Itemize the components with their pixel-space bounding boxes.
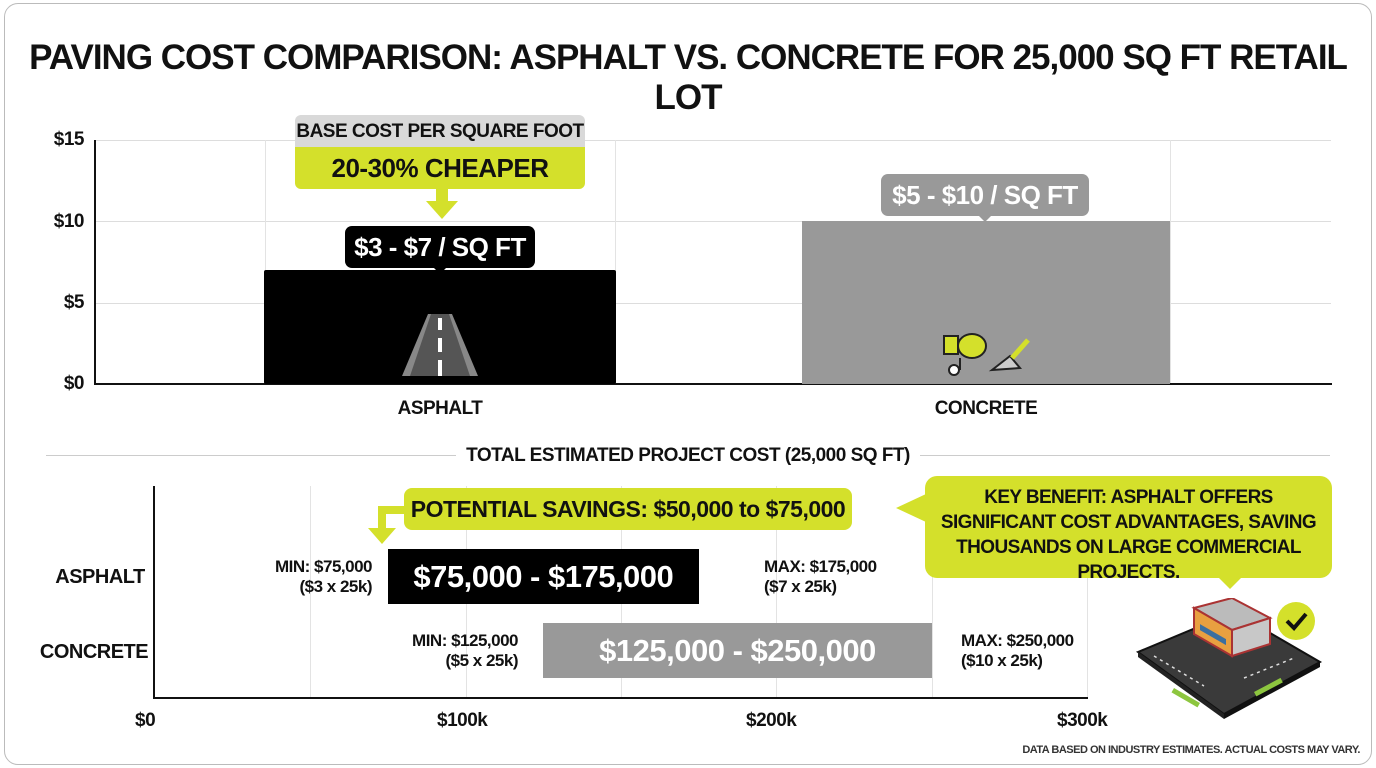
min-label-concrete: MIN: $125,000 ($5 x 25k): [412, 631, 518, 670]
max-label-asphalt: MAX: $175,000 ($7 x 25k): [764, 557, 877, 596]
gridline: [931, 486, 933, 697]
annotation-cheaper: 20-30% CHEAPER: [295, 147, 585, 189]
annotation-header: BASE COST PER SQUARE FOOT: [295, 115, 585, 147]
gridline: [95, 221, 1331, 223]
gridline: [95, 140, 1331, 141]
x-tick-label: $0: [135, 710, 156, 731]
gridline: [776, 486, 778, 697]
x-tick-label: $200k: [746, 710, 797, 731]
arrow-down-icon: [426, 189, 458, 219]
range-bar-concrete: $125,000 - $250,000: [543, 623, 932, 678]
footnote: DATA BASED ON INDUSTRY ESTIMATES. ACTUAL…: [1022, 744, 1360, 756]
category-label-asphalt: ASPHALT: [397, 398, 483, 419]
category-label-concrete: CONCRETE: [934, 398, 1038, 419]
category-label-asphalt: ASPHALT: [55, 566, 145, 588]
category-label-concrete: CONCRETE: [39, 641, 149, 663]
gridline: [265, 140, 266, 384]
y-tick-label: $0: [63, 373, 85, 394]
chart-title: PAVING COST COMPARISON: ASPHALT VS. CONC…: [29, 38, 1348, 117]
label-pointer: [978, 215, 992, 229]
divider: [46, 455, 456, 456]
gridline: [1087, 486, 1088, 697]
bar-concrete: [802, 221, 1170, 384]
road-icon: [402, 313, 478, 376]
arrow-down-left-icon: [368, 506, 406, 544]
gridline: [1170, 140, 1171, 384]
section-title: TOTAL ESTIMATED PROJECT COST (25,000 SQ …: [466, 445, 910, 466]
y-tick-label: $10: [53, 211, 85, 232]
y-tick-label: $15: [53, 129, 85, 150]
savings-callout: POTENTIAL SAVINGS: $50,000 to $75,000: [404, 488, 852, 530]
gridline: [95, 302, 1331, 304]
bar-asphalt: [264, 270, 616, 384]
x-tick-label: $300k: [1057, 710, 1108, 731]
max-label-concrete: MAX: $250,000 ($10 x 25k): [961, 631, 1074, 670]
label-pointer: [433, 267, 447, 281]
divider: [920, 455, 1330, 456]
data-label-concrete: $5 - $10 / SQ FT: [881, 174, 1089, 216]
x-tick-label: $100k: [437, 710, 488, 731]
x-axis: [153, 697, 1088, 699]
retail-lot-icon: [1135, 598, 1323, 719]
callout-pointer: [1218, 577, 1242, 601]
y-axis: [153, 486, 155, 698]
range-bar-asphalt: $75,000 - $175,000: [388, 549, 699, 604]
infographic-frame: [4, 3, 1372, 765]
gridline: [615, 140, 616, 384]
x-axis: [94, 383, 1332, 385]
gridline: [310, 486, 312, 697]
y-tick-label: $5: [63, 292, 85, 313]
callout-pointer: [896, 494, 926, 522]
key-benefit-callout: KEY BENEFIT: ASPHALT OFFERS SIGNIFICANT …: [925, 476, 1332, 583]
data-label-asphalt: $3 - $7 / SQ FT: [345, 226, 535, 268]
y-axis: [94, 140, 96, 385]
cement-mixer-icon: [943, 332, 1030, 376]
min-label-asphalt: MIN: $75,000 ($3 x 25k): [275, 557, 373, 596]
